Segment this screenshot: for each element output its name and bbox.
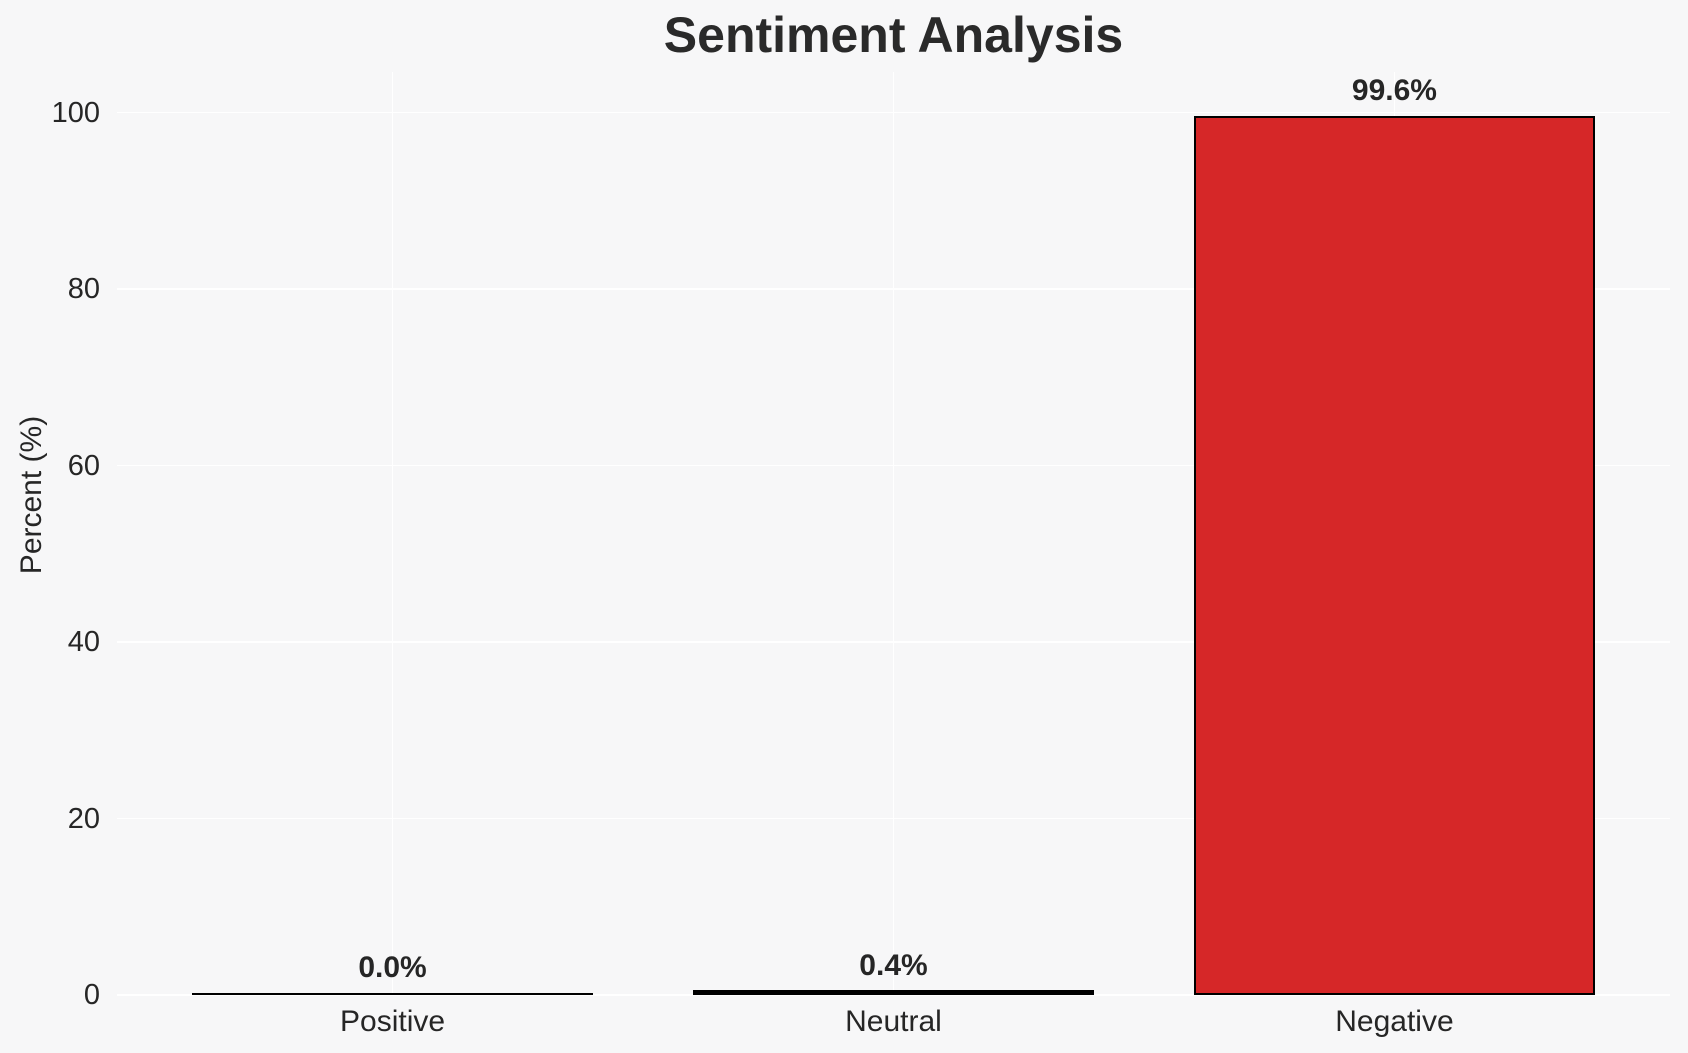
bar-positive [192,993,593,995]
bar-value-label-positive: 0.0% [358,951,427,984]
x-tick-label-negative: Negative [1335,1005,1454,1038]
h-gridline-0 [117,994,1670,996]
y-tick-label-100: 100 [51,96,100,129]
v-gridline-positive [391,72,394,995]
y-tick-label-80: 80 [67,273,100,306]
v-gridline-neutral [892,72,895,995]
y-tick-label-0: 0 [83,979,100,1011]
y-tick-label-20: 20 [67,802,100,835]
plot-area: 0.0% Positive 0.4% Neutral 99.6% Negative [117,72,1670,1038]
x-tick-label-positive: Positive [340,1005,446,1038]
bar-neutral [693,989,1094,995]
bar-negative [1194,116,1595,995]
bar-value-label-negative: 99.6% [1351,74,1437,108]
x-tick-label-neutral: Neutral [845,1005,942,1038]
y-axis-label: Percent (%) [15,415,48,575]
bar-value-label-neutral: 0.4% [859,949,928,983]
y-tick-label-40: 40 [67,626,100,659]
chart-title: Sentiment Analysis [663,7,1124,63]
y-tick-label-60: 60 [67,449,100,482]
